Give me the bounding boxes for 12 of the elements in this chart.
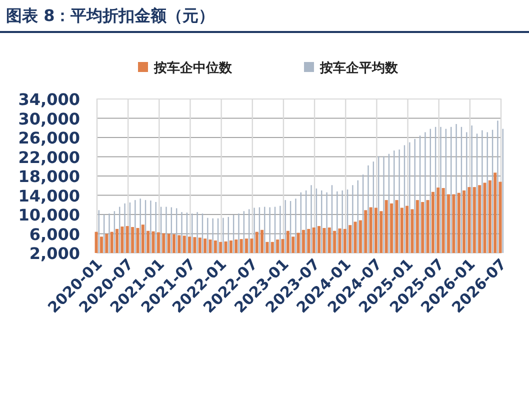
- y-tick-label: 22,000: [18, 148, 80, 167]
- y-tick-label: 18,000: [18, 167, 80, 186]
- y-tick-label: 30,000: [18, 109, 80, 128]
- y-tick-label: 26,000: [18, 128, 80, 148]
- y-tick-label: 14,000: [18, 186, 80, 206]
- legend-label: 按车企中位数: [153, 60, 233, 76]
- y-tick-label: 2,000: [29, 244, 80, 263]
- y-tick-label: 6,000: [29, 224, 80, 244]
- y-tick-label: 10,000: [18, 206, 80, 224]
- legend-label: 按车企平均数: [319, 60, 399, 76]
- chart-title: 图表 8：平均折扣金额（元）: [6, 6, 215, 25]
- y-tick-label: 34,000: [18, 90, 80, 109]
